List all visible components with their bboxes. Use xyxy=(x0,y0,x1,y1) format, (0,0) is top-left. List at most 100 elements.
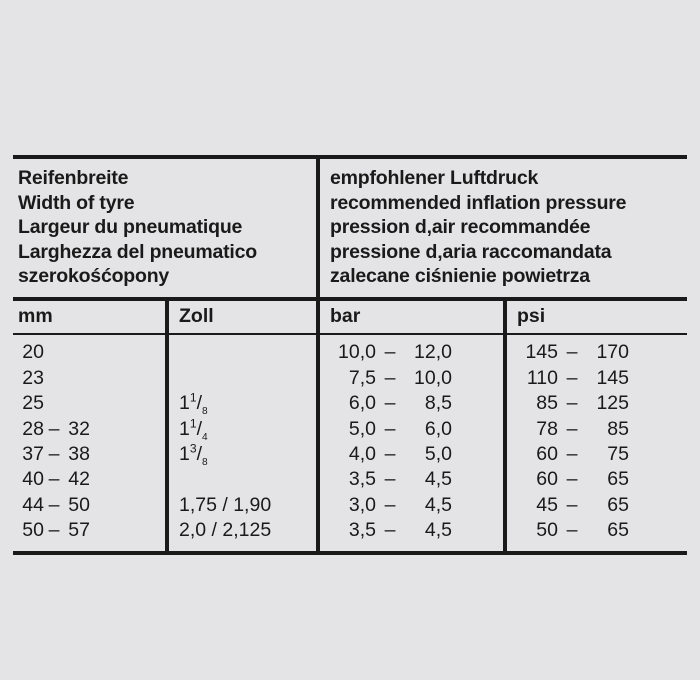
range-high: 12,0 xyxy=(414,341,452,364)
cell-bar: 4,0– 5,0 xyxy=(328,442,503,467)
range-low: 50 xyxy=(22,519,44,542)
range-low: 85 xyxy=(536,392,558,415)
range-dash: – xyxy=(384,468,396,491)
range-high: 4,5 xyxy=(424,468,452,491)
fraction-slash: / xyxy=(196,443,202,466)
range-low: 25 xyxy=(22,392,44,415)
column-header-bar: bar xyxy=(316,300,503,334)
cell-psi: 145–170 xyxy=(515,340,687,365)
range-dash: – xyxy=(48,519,60,542)
header-line: Largeur du pneumatique xyxy=(18,216,243,239)
range-low: 28 xyxy=(22,417,44,440)
range-high: 145 xyxy=(596,366,629,389)
cell-mm: 28–32 xyxy=(18,417,165,442)
range-high: 65 xyxy=(607,493,629,516)
table-body: 20 23 25 28–32 37–38 40–42 44–50 50–57 11/8 11/4… xyxy=(13,335,687,551)
cell-psi: 60– 75 xyxy=(515,442,687,467)
range-dash: – xyxy=(566,366,578,389)
column-mm: 20 23 25 28–32 37–38 40–42 44–50 50–57 xyxy=(13,335,165,550)
range-dash: – xyxy=(384,443,396,466)
fraction-slash: / xyxy=(196,392,202,415)
header-line: pressione d‚aria raccomandata xyxy=(330,240,612,263)
cell-zoll: 13/8 xyxy=(179,442,316,467)
cell-bar: 3,5– 4,5 xyxy=(328,518,503,543)
range-dash: – xyxy=(566,392,578,415)
range-dash: – xyxy=(566,468,578,491)
header-line: szerokośćopony xyxy=(18,265,170,288)
range-high: 4,5 xyxy=(424,493,452,516)
fraction-numerator: 1 xyxy=(189,390,197,405)
range-low: 60 xyxy=(536,468,558,491)
column-bar: 10,0–12,0 7,5–10,0 6,0–8,5 5,0–6,0 4,0–5,0 3,… xyxy=(316,335,503,551)
column-zoll: 11/8 11/4 13/8 1,75 / 1,90 2,0 / 2,125 xyxy=(165,335,316,551)
fraction-slash: / xyxy=(196,417,202,440)
range-dash: – xyxy=(384,366,396,389)
column-header-psi: psi xyxy=(503,300,687,334)
range-low: 23 xyxy=(22,366,44,389)
range-dash: – xyxy=(384,341,396,364)
range-high: 42 xyxy=(68,468,90,491)
range-dash: – xyxy=(48,443,60,466)
table-header-band: Reifenbreite Width of tyre Largeur du pn… xyxy=(13,159,687,301)
range-low: 45 xyxy=(536,493,558,516)
header-group-recommended-inflation-pressure: empfohlener Luftdruck recommended inflat… xyxy=(316,159,687,297)
cell-mm: 20 xyxy=(18,340,165,365)
fraction-numerator: 1 xyxy=(189,416,197,431)
cell-bar: 3,0– 4,5 xyxy=(328,493,503,518)
range-high: 85 xyxy=(607,417,629,440)
fraction-denominator: 8 xyxy=(202,406,208,418)
cell-mm: 50–57 xyxy=(18,518,165,543)
range-high: 4,5 xyxy=(424,519,452,542)
range-dash: – xyxy=(566,341,578,364)
column-header-zoll: Zoll xyxy=(165,300,316,334)
range-high: 8,5 xyxy=(424,392,452,415)
cell-mm: 44–50 xyxy=(18,493,165,518)
range-high: 6,0 xyxy=(424,417,452,440)
range-low: 110 xyxy=(526,366,558,389)
range-low: 44 xyxy=(22,493,44,516)
range-low: 6,0 xyxy=(348,392,376,415)
range-low: 37 xyxy=(22,443,44,466)
cell-bar: 6,0– 8,5 xyxy=(328,391,503,416)
cell-psi: 50– 65 xyxy=(515,518,687,543)
range-low: 5,0 xyxy=(348,417,376,440)
fraction-whole: 1 xyxy=(179,392,190,415)
header-line: empfohlener Luftdruck xyxy=(330,167,539,189)
header-line: Reifenbreite xyxy=(18,167,129,189)
cell-bar: 10,0–12,0 xyxy=(328,340,503,365)
range-dash: – xyxy=(566,417,578,440)
header-line: recommended inflation pressure xyxy=(330,191,627,214)
range-low: 50 xyxy=(536,519,558,542)
range-low: 145 xyxy=(525,341,558,364)
range-low: 3,5 xyxy=(348,519,376,542)
header-line: Width of tyre xyxy=(18,191,135,214)
range-low: 40 xyxy=(22,468,44,491)
cell-mm: 23 xyxy=(18,366,165,391)
range-high: 10,0 xyxy=(414,366,452,389)
range-low: 20 xyxy=(22,341,44,364)
range-low: 3,5 xyxy=(348,468,376,491)
range-low: 78 xyxy=(536,417,558,440)
cell-zoll: 11/8 xyxy=(179,390,316,418)
header-line: Larghezza del pneumatico xyxy=(18,240,257,263)
range-high: 170 xyxy=(596,341,629,364)
cell-bar: 7,5–10,0 xyxy=(328,366,503,391)
cell-zoll: 2,0 / 2,125 xyxy=(179,519,272,542)
column-header-mm: mm xyxy=(18,304,53,327)
range-dash: – xyxy=(48,417,60,440)
cell-bar: 5,0– 6,0 xyxy=(328,417,503,442)
range-high: 125 xyxy=(596,392,629,415)
range-high: 38 xyxy=(68,443,90,466)
cell-psi: 45– 65 xyxy=(515,493,687,518)
range-dash: – xyxy=(566,519,578,542)
cell-bar: 3,5– 4,5 xyxy=(328,467,503,492)
fraction-denominator: 4 xyxy=(202,431,208,443)
cell-zoll: 11/4 xyxy=(179,417,316,442)
range-dash: – xyxy=(48,493,60,516)
range-high: 57 xyxy=(68,519,90,542)
range-low: 3,0 xyxy=(348,493,376,516)
column-psi: 145–170 110–145 85–125 78–85 60–75 60–65 45–65… xyxy=(503,335,687,551)
header-group-width-of-tyre: Reifenbreite Width of tyre Largeur du pn… xyxy=(13,159,316,297)
range-dash: – xyxy=(384,493,396,516)
range-high: 65 xyxy=(607,468,629,491)
